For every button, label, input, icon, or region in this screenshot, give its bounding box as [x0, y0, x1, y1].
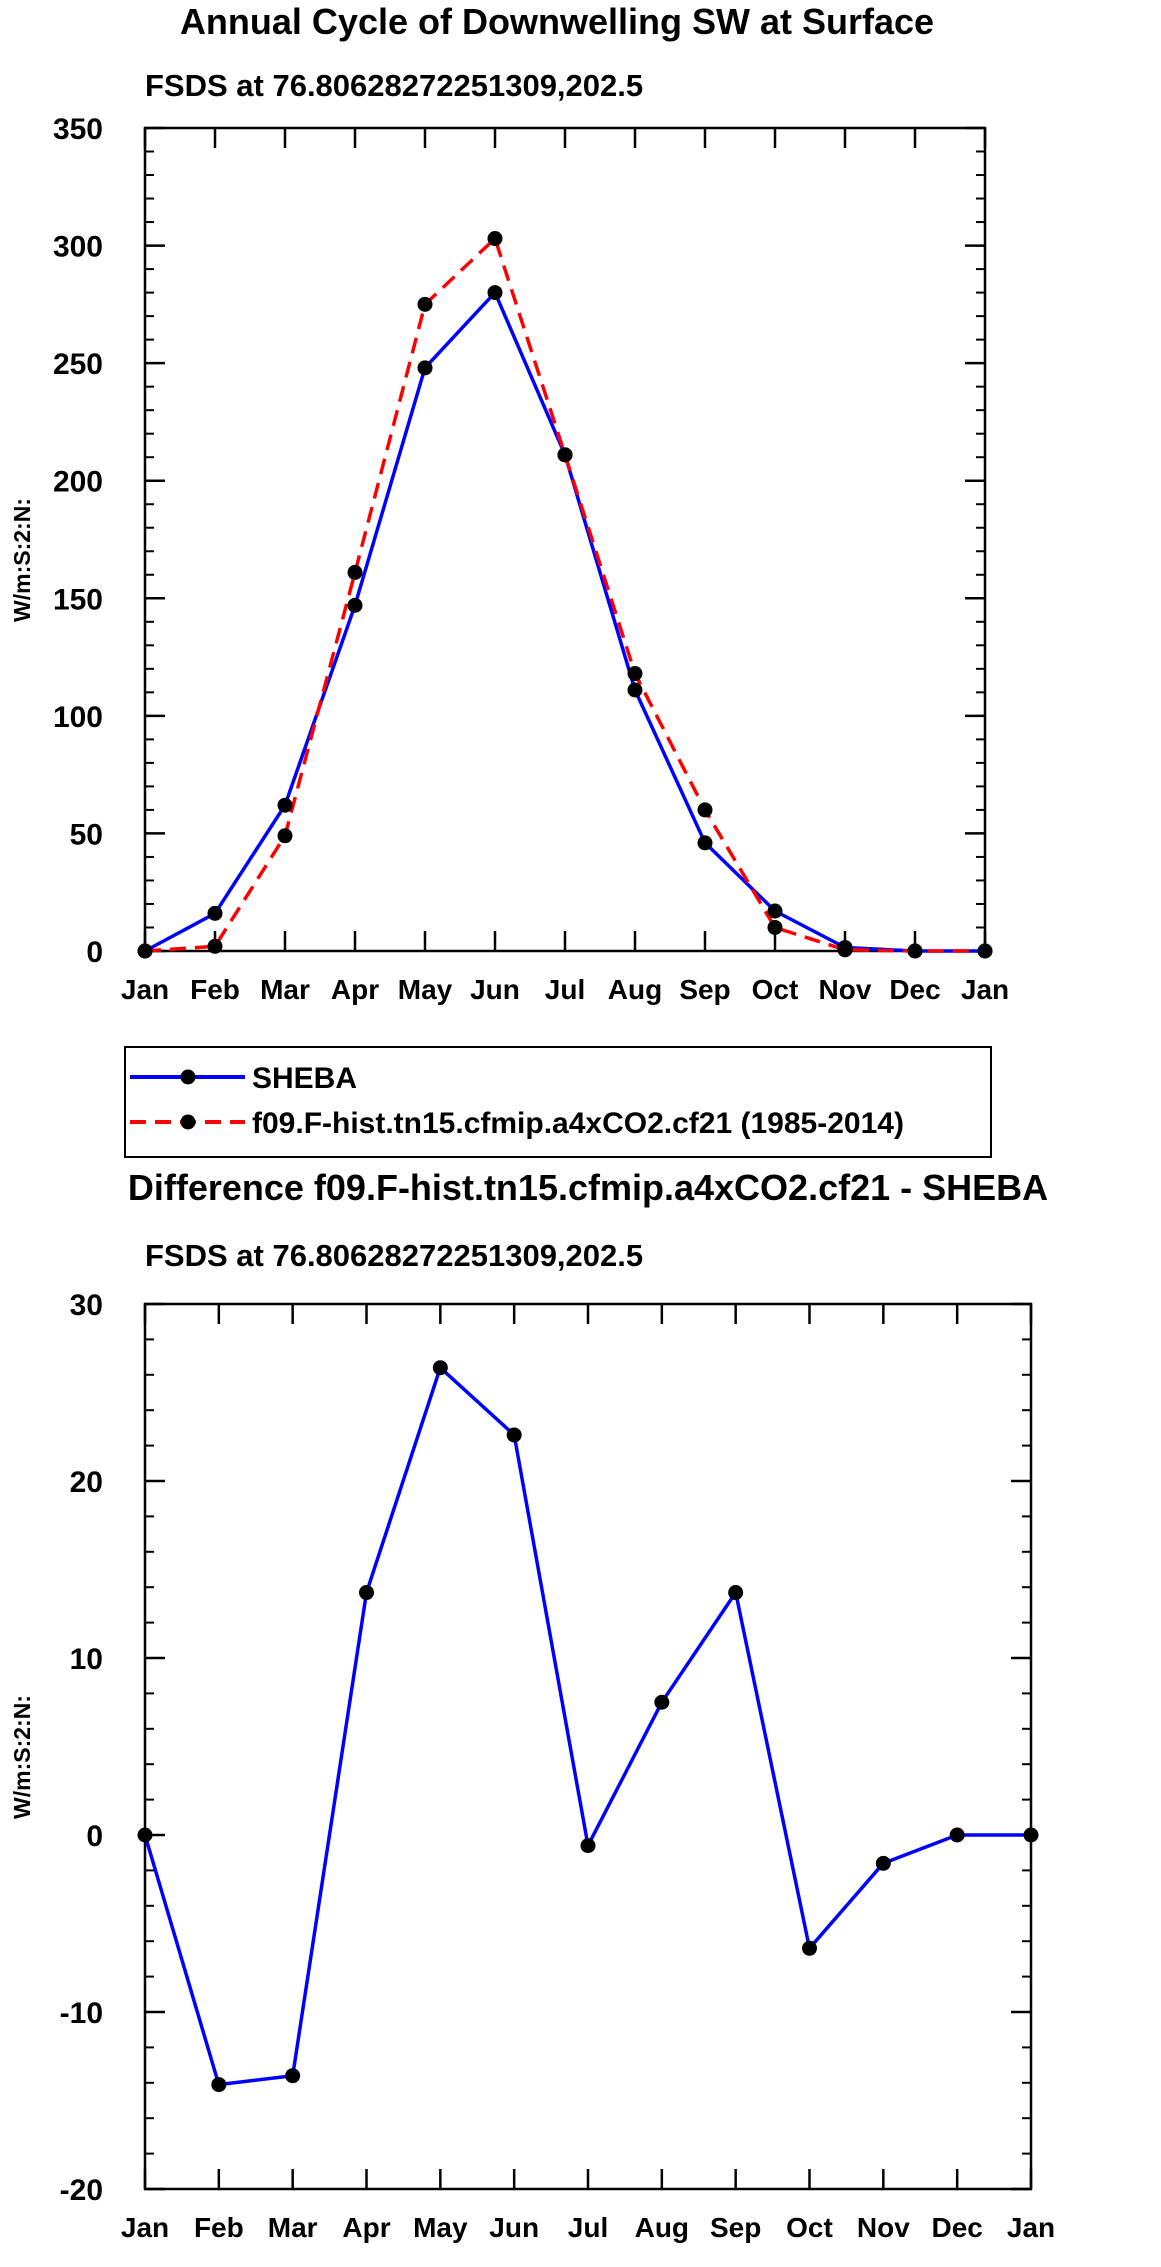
legend: SHEBA f09.F-hist.tn15.cfmip.a4xCO2.cf21 … — [124, 1046, 992, 1158]
x-tick-label: Feb — [190, 974, 240, 1005]
series-0-point — [211, 2077, 227, 2093]
series-1-point — [557, 447, 573, 463]
series-0-point — [802, 1940, 817, 1956]
y-tick-label: 300 — [53, 231, 103, 264]
top-chart-subtitle: FSDS at 76.80628272251309,202.5 — [145, 68, 643, 103]
y-tick-label: 50 — [70, 818, 103, 851]
top-chart-ylabel: W/m:S:2:N: — [9, 498, 35, 622]
series-line-0 — [143, 1365, 1031, 2087]
bottom-chart-subtitle: FSDS at 76.80628272251309,202.5 — [145, 1238, 643, 1273]
series-0-point — [580, 1838, 596, 1854]
plot-frame — [143, 1302, 1033, 2191]
series-1-point — [977, 943, 993, 959]
series-1-point — [697, 802, 713, 818]
x-tick-label: May — [413, 2212, 468, 2243]
series-0-point — [347, 597, 363, 613]
series-0-point — [875, 1855, 891, 1871]
series-0-point — [697, 835, 713, 851]
x-tick-label: Oct — [752, 974, 799, 1005]
series-1-point — [277, 828, 293, 844]
y-tick-label: 30 — [70, 1289, 103, 1322]
series-1-point — [207, 938, 223, 954]
x-tick-label: Sep — [679, 974, 730, 1005]
series-0-point — [1023, 1827, 1039, 1843]
x-tick-label: Sep — [710, 2212, 761, 2243]
x-tick-label: Jan — [121, 974, 169, 1005]
series-0-point — [728, 1585, 744, 1601]
y-tick-label: 200 — [53, 466, 103, 499]
series-1-point — [347, 564, 363, 580]
x-tick-label: May — [398, 974, 453, 1005]
series-0-point — [767, 903, 783, 919]
x-tick-label: Oct — [786, 2212, 833, 2243]
top-chart-title: Annual Cycle of Downwelling SW at Surfac… — [180, 1, 934, 42]
y-tick-label: -20 — [60, 2174, 103, 2207]
x-tick-label: Aug — [635, 2212, 689, 2243]
bottom-chart: Difference f09.F-hist.tn15.cfmip.a4xCO2.… — [9, 1167, 1055, 2243]
x-tick-label: Jul — [545, 974, 585, 1005]
x-tick-label: Jul — [568, 2212, 608, 2243]
x-tick-label: Jan — [1007, 2212, 1055, 2243]
series-0-point — [627, 682, 643, 698]
y-tick-label: 350 — [53, 113, 103, 146]
y-tick-label: 250 — [53, 348, 103, 381]
y-tick-label: 100 — [53, 701, 103, 734]
x-tick-label: Aug — [608, 974, 662, 1005]
x-tick-label: Apr — [331, 974, 379, 1005]
series-0-point — [285, 2068, 301, 2084]
series-line-1 — [144, 236, 985, 953]
x-tick-label: Dec — [889, 974, 940, 1005]
x-tick-label: Nov — [819, 974, 872, 1005]
series-1-point — [767, 919, 783, 935]
series-0-point — [417, 360, 433, 376]
legend-marker-sheba — [180, 1069, 196, 1085]
series-1-point — [417, 296, 433, 312]
x-tick-label: Jan — [961, 974, 1009, 1005]
y-tick-label: -10 — [60, 1997, 103, 2030]
legend-label-sheba: SHEBA — [252, 1062, 357, 1095]
legend-label-model: f09.F-hist.tn15.cfmip.a4xCO2.cf21 (1985-… — [252, 1107, 904, 1140]
x-tick-label: Nov — [857, 2212, 910, 2243]
series-line-0 — [144, 290, 985, 953]
series-0-point — [359, 1585, 374, 1601]
x-tick-label: Jan — [121, 2212, 169, 2243]
series-0-point — [137, 1827, 153, 1843]
series-1-point — [627, 666, 643, 682]
x-tick-label: Dec — [931, 2212, 982, 2243]
y-tick-label: 0 — [86, 1820, 103, 1853]
x-tick-label: Mar — [260, 974, 310, 1005]
series-0-point — [487, 285, 503, 301]
series-1-point — [487, 231, 503, 247]
series-0-point — [207, 905, 223, 921]
legend-box — [124, 1046, 992, 1158]
top-chart: Annual Cycle of Downwelling SW at Surfac… — [9, 1, 1009, 1158]
bottom-chart-ylabel: W/m:S:2:N: — [9, 1695, 35, 1819]
y-tick-label: 0 — [86, 936, 103, 969]
bottom-chart-title: Difference f09.F-hist.tn15.cfmip.a4xCO2.… — [128, 1167, 1048, 1208]
legend-marker-model — [180, 1114, 196, 1130]
series-1-point — [907, 943, 923, 959]
series-0-point — [506, 1427, 522, 1443]
series-0-point — [654, 1694, 670, 1710]
series-0-point — [432, 1360, 448, 1376]
series-1-point — [837, 942, 853, 958]
series-1-point — [137, 943, 153, 959]
y-tick-label: 20 — [70, 1466, 103, 1499]
x-tick-label: Apr — [342, 2212, 390, 2243]
x-tick-label: Jun — [470, 974, 520, 1005]
series-0-point — [949, 1827, 965, 1843]
x-tick-label: Mar — [268, 2212, 318, 2243]
x-tick-label: Feb — [194, 2212, 244, 2243]
y-tick-label: 150 — [53, 583, 103, 616]
y-tick-label: 10 — [70, 1643, 103, 1676]
x-tick-label: Jun — [489, 2212, 539, 2243]
series-0-point — [277, 797, 293, 813]
